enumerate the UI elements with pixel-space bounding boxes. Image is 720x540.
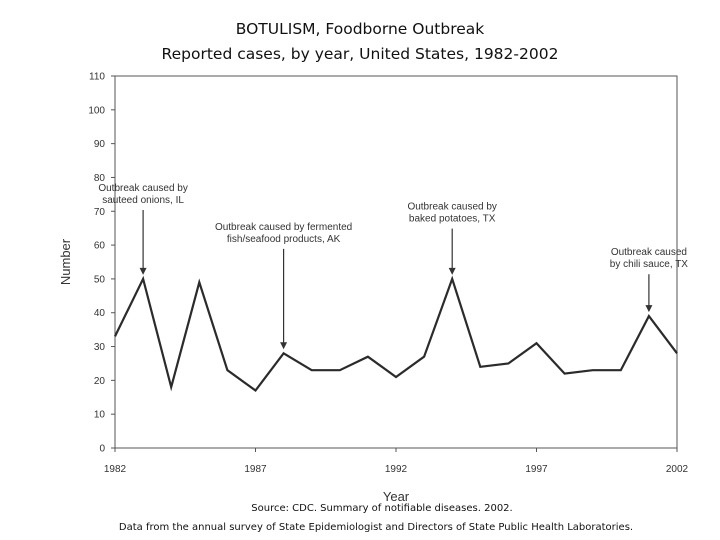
x-tick-label: 1987 bbox=[244, 464, 267, 475]
x-tick-label: 1982 bbox=[104, 464, 127, 475]
x-tick-label: 2002 bbox=[666, 464, 689, 475]
annotation-label: sauteed onions, IL bbox=[102, 195, 184, 206]
y-tick-label: 0 bbox=[99, 444, 105, 455]
y-tick-label: 10 bbox=[94, 410, 106, 421]
y-axis-label: Number bbox=[58, 238, 73, 285]
y-tick-label: 30 bbox=[94, 342, 106, 353]
y-tick-label: 40 bbox=[94, 308, 106, 319]
chart-subtitle: Reported cases, by year, United States, … bbox=[161, 45, 559, 63]
y-tick-label: 50 bbox=[94, 274, 106, 285]
x-tick-label: 1992 bbox=[385, 464, 408, 475]
annotation-label: fish/seafood products, AK bbox=[227, 234, 341, 245]
x-axis-label: Year bbox=[383, 489, 410, 504]
y-tick-label: 60 bbox=[94, 241, 106, 252]
data-note: Data from the annual survey of State Epi… bbox=[118, 522, 634, 533]
y-tick-label: 20 bbox=[94, 376, 106, 387]
annotation-arrow-head bbox=[139, 267, 147, 275]
annotation-arrow-head bbox=[645, 305, 653, 313]
annotation-label: by chili sauce, TX bbox=[610, 259, 689, 270]
chart-title: BOTULISM, Foodborne Outbreak bbox=[235, 20, 485, 38]
annotation-label: Outbreak caused by bbox=[407, 202, 497, 213]
x-tick-label: 1997 bbox=[525, 464, 548, 475]
y-tick-label: 80 bbox=[94, 173, 106, 184]
annotation-label: Outbreak caused by bbox=[98, 183, 188, 194]
annotation-label: Outbreak caused bbox=[611, 247, 687, 258]
annotation-label: Outbreak caused by fermented bbox=[215, 222, 352, 233]
source-note: Source: CDC. Summary of notifiable disea… bbox=[251, 503, 513, 514]
annotation-arrow-head bbox=[280, 342, 288, 350]
y-tick-label: 70 bbox=[94, 207, 106, 218]
y-tick-label: 100 bbox=[88, 105, 105, 116]
annotation-arrow-head bbox=[448, 267, 456, 275]
y-tick-label: 90 bbox=[94, 139, 106, 150]
annotation-label: baked potatoes, TX bbox=[409, 214, 496, 225]
y-tick-label: 110 bbox=[89, 72, 105, 83]
series-line bbox=[114, 275, 678, 393]
plot-frame bbox=[114, 75, 678, 449]
